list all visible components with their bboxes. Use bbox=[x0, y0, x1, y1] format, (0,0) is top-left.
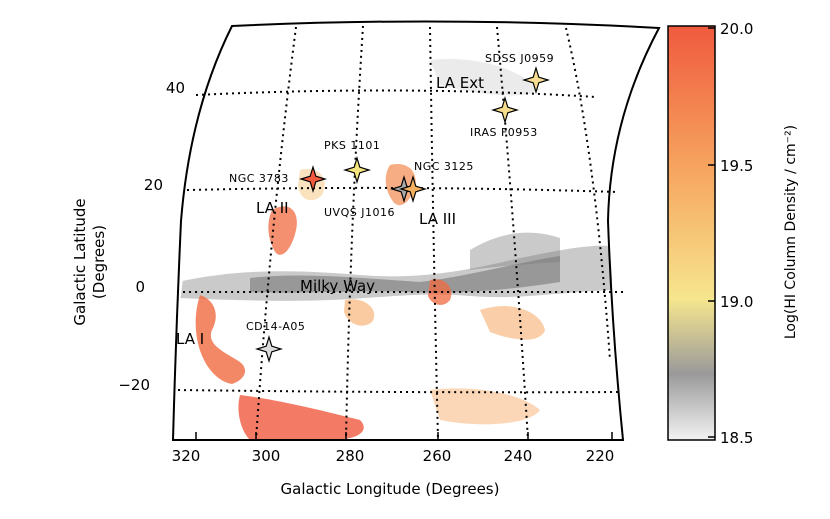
source-marker-pks-1101 bbox=[342, 155, 372, 185]
region-label-la-ext: LA Ext bbox=[436, 74, 484, 92]
y-tick-label: 40 bbox=[166, 79, 185, 97]
x-tick-label: 300 bbox=[252, 447, 281, 465]
source-marker-sdss-j0959 bbox=[521, 65, 551, 95]
region-label-la-i: LA I bbox=[176, 330, 204, 348]
source-label-ngc-3125: NGC 3125 bbox=[414, 160, 474, 173]
longitude-gridlines bbox=[255, 25, 611, 441]
source-marker-cd14-a05 bbox=[254, 334, 284, 364]
colorbar-tick-label: 20.0 bbox=[720, 20, 753, 38]
source-label-iras-f0953: IRAS F0953 bbox=[470, 126, 538, 139]
source-label-ngc-3783: NGC 3783 bbox=[229, 172, 289, 185]
x-axis-ticks bbox=[195, 432, 613, 440]
y-tick-label: 20 bbox=[144, 176, 163, 194]
region-label-la-ii: LA II bbox=[256, 199, 289, 217]
map-boundary bbox=[171, 20, 661, 441]
colorbar-ticks bbox=[708, 27, 715, 438]
x-tick-label: 260 bbox=[423, 447, 452, 465]
emission-layer bbox=[178, 59, 612, 440]
y-tick-label: −20 bbox=[118, 376, 150, 394]
y-axis-title-line2: (Degrees) bbox=[90, 225, 108, 299]
colorbar bbox=[667, 25, 716, 441]
x-tick-label: 320 bbox=[172, 447, 201, 465]
colorbar-tick-label: 19.5 bbox=[720, 157, 753, 175]
x-axis-title: Galactic Longitude (Degrees) bbox=[281, 480, 500, 498]
region-label-milky-way: Milky Way bbox=[300, 277, 375, 295]
colorbar-tick-label: 18.5 bbox=[720, 429, 753, 447]
source-marker-ngc-3125 bbox=[398, 174, 428, 204]
x-tick-label: 280 bbox=[336, 447, 365, 465]
source-markers bbox=[254, 65, 551, 364]
source-label-uvqs-j1016: UVQS J1016 bbox=[324, 206, 395, 219]
colorbar-tick-label: 19.0 bbox=[720, 293, 753, 311]
y-tick-label: 0 bbox=[135, 278, 145, 296]
source-marker-iras-f0953 bbox=[490, 95, 520, 125]
y-axis-title-line1: Galactic Latitude bbox=[71, 198, 89, 325]
x-tick-label: 240 bbox=[504, 447, 533, 465]
colorbar-title: Log(HI Column Density / cm⁻²) bbox=[783, 125, 799, 339]
milky-way-band bbox=[178, 245, 612, 301]
source-label-pks-1101: PKS 1101 bbox=[324, 139, 380, 152]
region-label-la-iii: LA III bbox=[419, 210, 456, 228]
source-marker-ngc-3783 bbox=[298, 164, 328, 194]
source-label-sdss-j0959: SDSS J0959 bbox=[485, 52, 554, 65]
source-label-cd14-a05: CD14-A05 bbox=[246, 320, 305, 333]
x-tick-label: 220 bbox=[586, 447, 615, 465]
